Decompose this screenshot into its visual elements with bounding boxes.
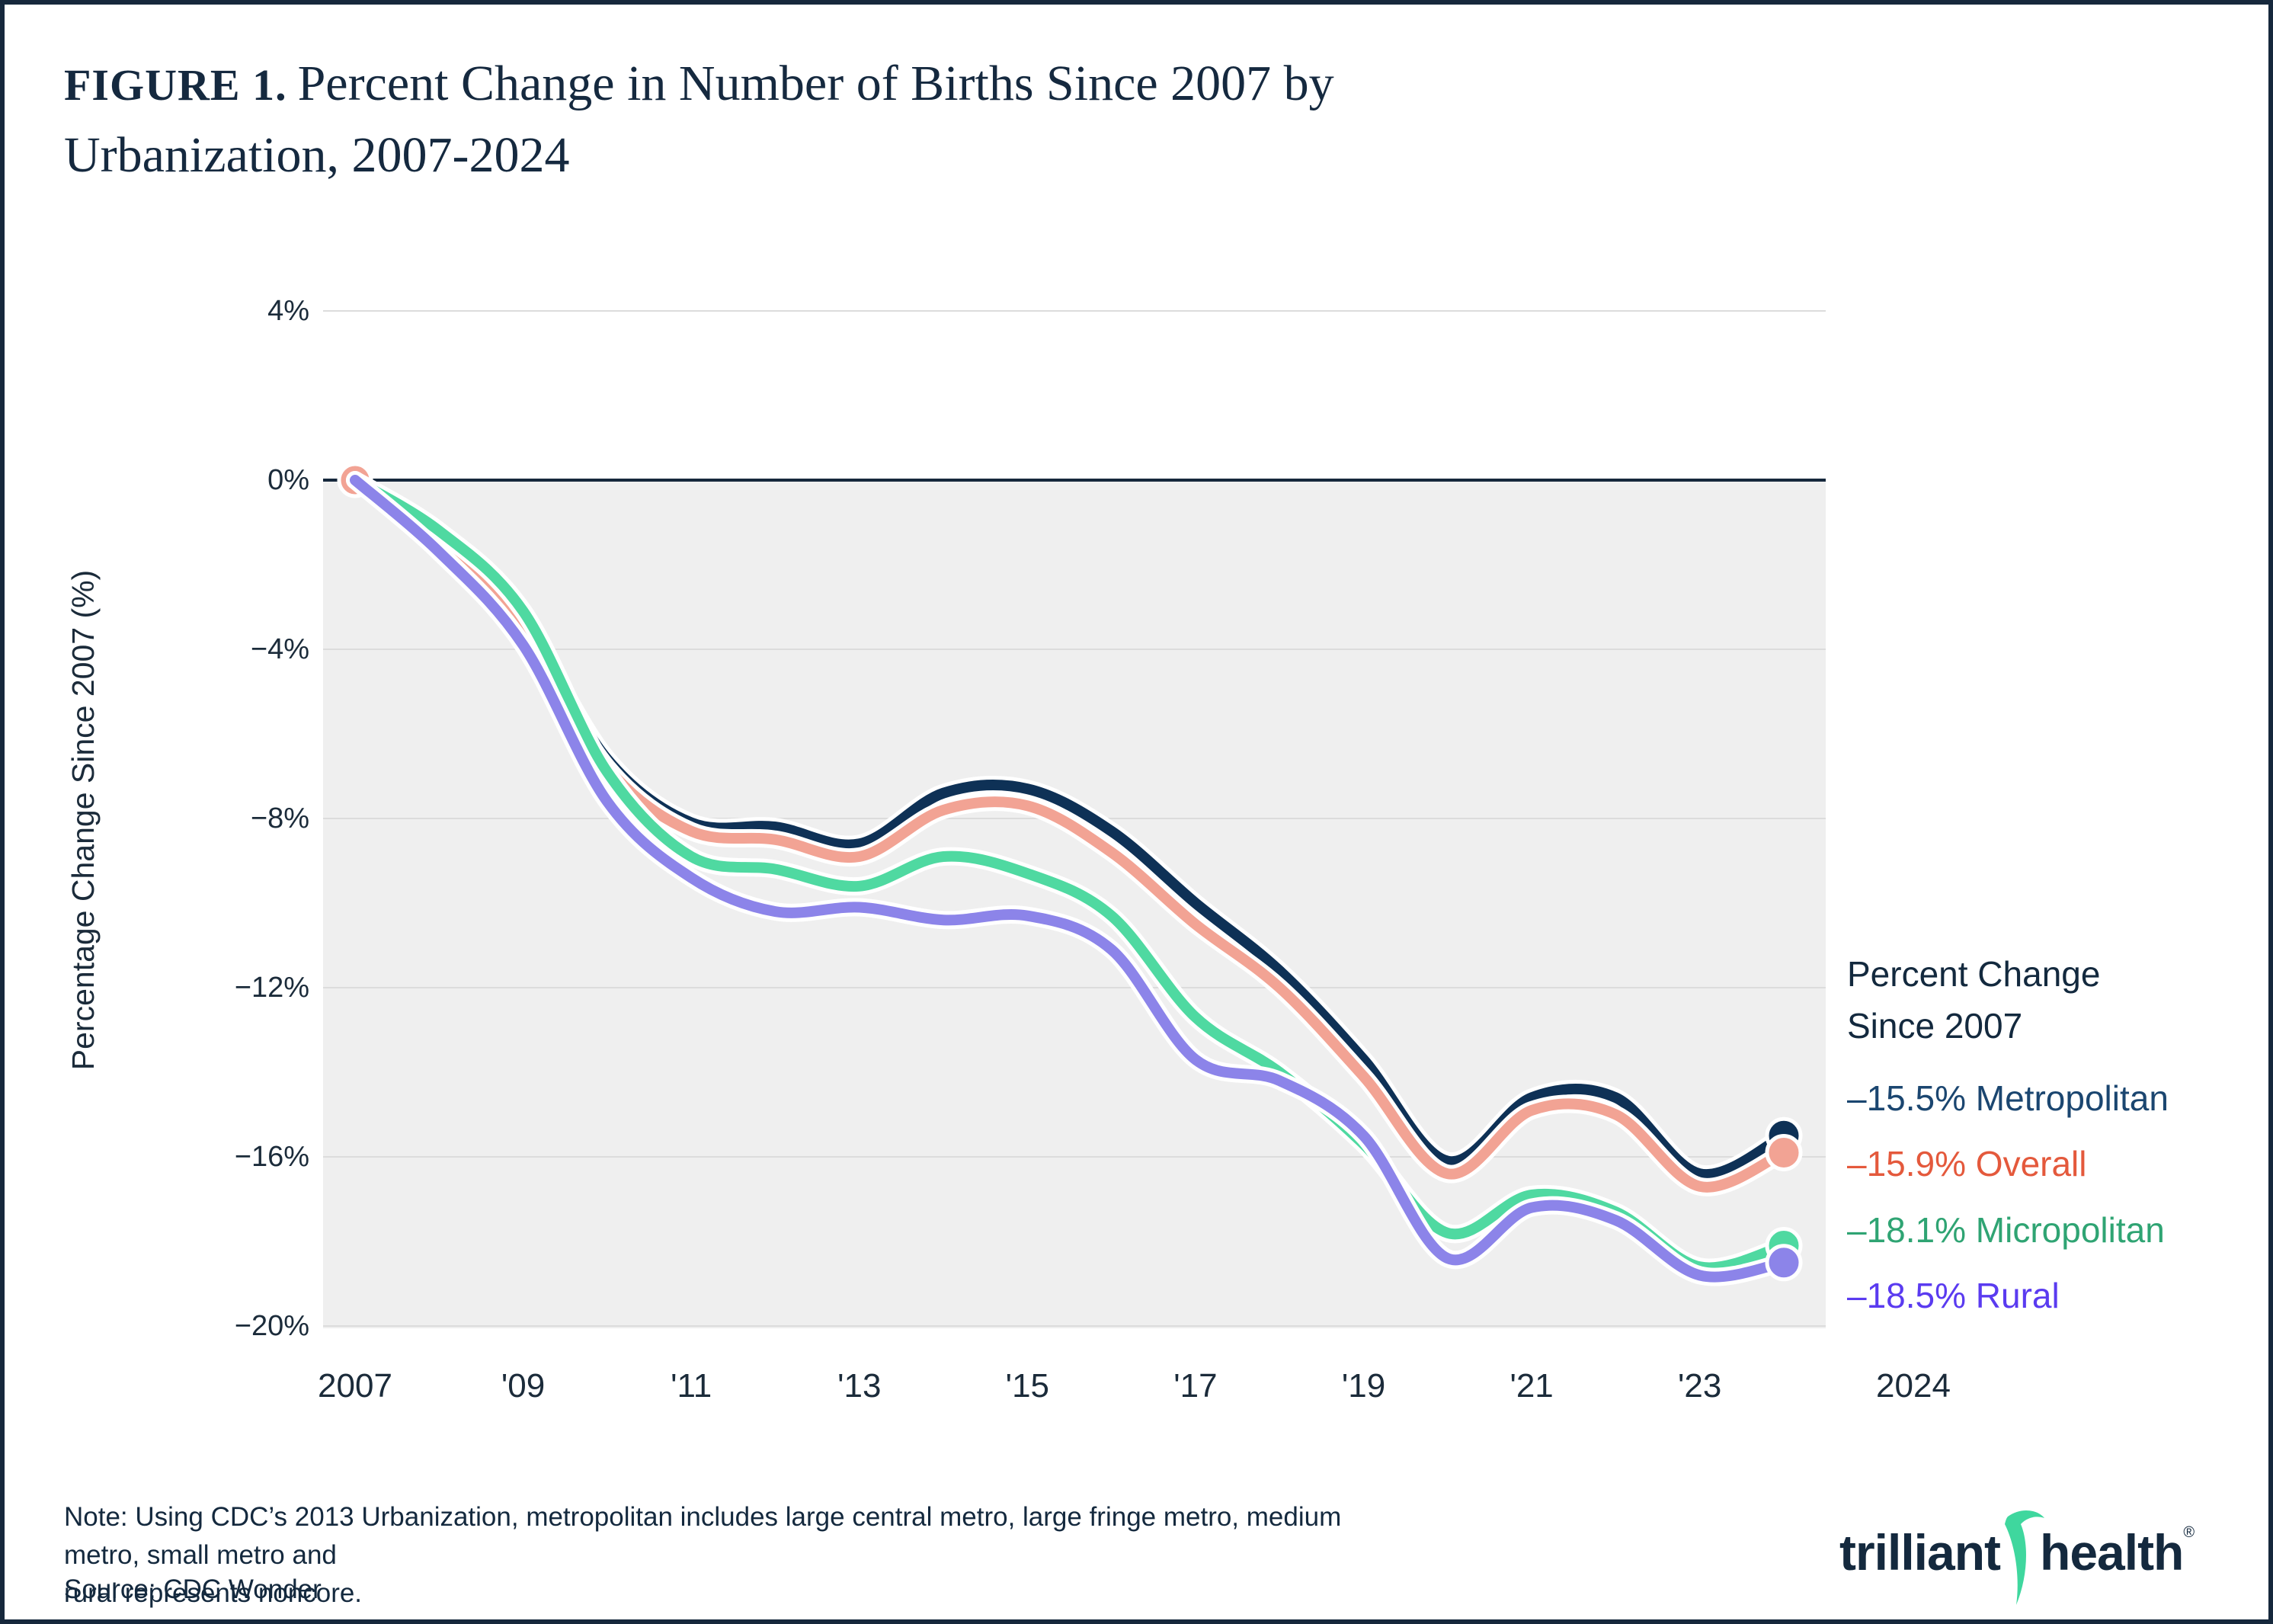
- line-rural: [350, 475, 1789, 1283]
- plot-area: [323, 480, 1826, 1328]
- y-tick-label: −8%: [250, 802, 309, 834]
- y-tick-label: 0%: [267, 464, 309, 496]
- x-tick-label: '23: [1678, 1367, 1722, 1405]
- figure-title-line2: Urbanization, 2007-2024: [64, 127, 570, 183]
- x-tick-label: '09: [501, 1367, 546, 1405]
- end-dot-rural: [1765, 1244, 1803, 1282]
- trilliant-health-logo: trilliant health ®: [1839, 1510, 2195, 1605]
- x-tick-label: '15: [1005, 1367, 1050, 1405]
- figure-title: FIGURE 1. Percent Change in Number of Bir…: [64, 49, 2076, 191]
- x-tick-label: 2024: [1876, 1367, 1951, 1405]
- y-tick-label: −4%: [250, 633, 309, 665]
- footnote: Note: Using CDC’s 2013 Urbanization, met…: [64, 1498, 1359, 1613]
- chart-canvas: [323, 310, 1826, 1328]
- x-tick-label: '13: [837, 1367, 882, 1405]
- x-tick-label: '17: [1173, 1367, 1218, 1405]
- footnote-line2: rural represents noncore.: [64, 1578, 363, 1608]
- x-tick-label: '19: [1341, 1367, 1386, 1405]
- footnote-line1: Note: Using CDC’s 2013 Urbanization, met…: [64, 1502, 1342, 1570]
- registered-trademark-icon: ®: [2183, 1524, 2195, 1541]
- legend-title: Percent Change Since 2007: [1847, 954, 2101, 1046]
- y-tick-label: −20%: [234, 1310, 309, 1342]
- logo-word-health: health: [2040, 1524, 2184, 1581]
- y-tick-label: 4%: [267, 295, 309, 327]
- logo-word-trilliant: trilliant: [1839, 1524, 2001, 1581]
- legend-entry-metropolitan: –15.5% Metropolitan: [1847, 1078, 2169, 1118]
- y-tick-label: −12%: [234, 972, 309, 1004]
- figure-label: FIGURE 1.: [64, 60, 287, 110]
- legend-entry-rural: –18.5% Rural: [1847, 1275, 2060, 1315]
- line-micropolitan: [350, 475, 1789, 1273]
- y-tick-label: −16%: [234, 1141, 309, 1173]
- source-note: Source: CDC Wonder: [64, 1574, 322, 1604]
- x-tick-label: 2007: [318, 1367, 392, 1405]
- legend-entry-overall: –15.9% Overall: [1847, 1144, 2087, 1184]
- figure-title-line1: Percent Change in Number of Births Since…: [297, 56, 1334, 111]
- legend-entry-micropolitan: –18.1% Micropolitan: [1847, 1209, 2165, 1250]
- logo-swoosh-icon: [2005, 1510, 2045, 1605]
- x-tick-label: '11: [671, 1367, 712, 1405]
- end-dot-overall: [1765, 1133, 1803, 1171]
- x-tick-label: '21: [1509, 1367, 1554, 1405]
